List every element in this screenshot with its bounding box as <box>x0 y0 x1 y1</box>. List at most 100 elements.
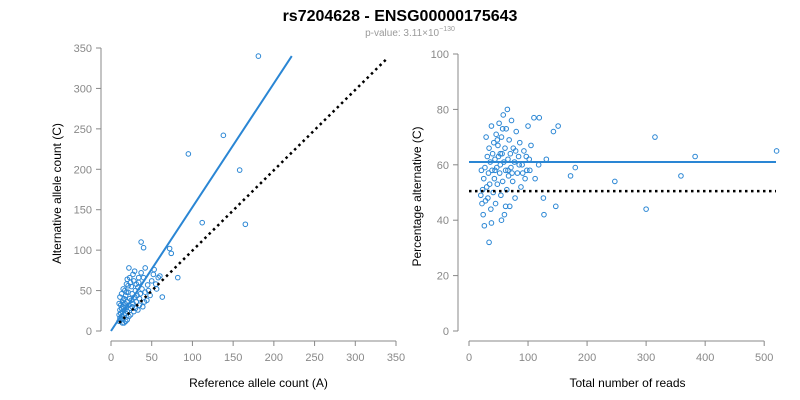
data-point <box>242 221 249 228</box>
data-point <box>220 132 227 139</box>
data-point <box>481 222 488 229</box>
data-point <box>535 162 542 168</box>
data-point <box>486 181 493 187</box>
data-point <box>486 239 492 246</box>
data-point <box>543 156 550 163</box>
y-tick-label: 200 <box>74 164 92 176</box>
data-point <box>484 153 491 160</box>
data-point <box>139 303 146 310</box>
y-tick-label: 0 <box>86 326 92 338</box>
data-point <box>140 244 147 251</box>
data-point <box>486 145 492 151</box>
data-point <box>491 175 498 182</box>
y-tick-label: 50 <box>80 286 92 298</box>
data-point <box>513 128 520 135</box>
y-tick-label: 350 <box>74 43 92 55</box>
data-point <box>536 114 543 121</box>
y-axis-title: Percentage alternative (C) <box>410 126 424 266</box>
data-point <box>255 53 262 59</box>
data-point <box>174 274 181 281</box>
data-point <box>532 175 538 182</box>
y-axis-title: Alternative allele count (C) <box>50 123 64 264</box>
chart-title: rs7204628 - ENSG00000175643 <box>283 8 518 25</box>
x-tick-label: 300 <box>637 352 655 364</box>
data-point <box>478 167 485 174</box>
data-point <box>773 148 780 154</box>
data-point <box>519 170 526 176</box>
x-tick-label: 400 <box>696 352 714 364</box>
data-point <box>494 137 501 143</box>
x-tick-label: 200 <box>578 352 596 364</box>
data-point <box>144 282 151 288</box>
data-point <box>507 150 514 157</box>
x-tick-label: 200 <box>265 352 283 364</box>
data-point <box>497 150 504 157</box>
data-point <box>505 167 511 174</box>
data-point <box>572 164 579 171</box>
data-point <box>166 245 173 252</box>
x-tick-label: 100 <box>183 352 201 364</box>
data-point <box>541 211 547 218</box>
data-point <box>120 297 127 304</box>
data-point <box>480 211 486 218</box>
data-point <box>518 184 524 190</box>
x-tick-label: 0 <box>466 352 472 364</box>
data-point <box>527 167 533 174</box>
data-point <box>521 148 527 154</box>
data-point <box>516 162 522 168</box>
data-point <box>488 123 495 129</box>
data-point <box>496 120 502 127</box>
data-point <box>133 281 140 287</box>
data-point <box>142 289 148 295</box>
data-point <box>155 274 162 281</box>
x-tick-label: 150 <box>224 352 242 364</box>
y-tick-label: 250 <box>74 124 92 136</box>
data-point <box>118 291 125 297</box>
data-point <box>483 134 489 140</box>
data-point <box>120 286 127 292</box>
data-point <box>567 173 574 179</box>
data-point <box>526 156 533 163</box>
y-tick-label: 80 <box>437 104 449 116</box>
x-tick-label: 0 <box>108 352 114 364</box>
data-point <box>138 269 144 276</box>
x-tick-label: 350 <box>387 352 405 364</box>
data-point <box>500 112 507 118</box>
fit-line <box>110 55 293 332</box>
data-point <box>524 167 530 174</box>
p-value-base: 10 <box>428 28 440 39</box>
data-point <box>142 265 148 271</box>
data-point <box>185 151 192 157</box>
y-tick-label: 300 <box>74 83 92 95</box>
data-point <box>502 167 509 174</box>
chart-subtitle: p-value: 3.11×10−130 <box>365 26 455 39</box>
data-point <box>494 181 501 187</box>
data-point <box>509 178 516 185</box>
data-point <box>488 220 495 226</box>
reference-dotted-line <box>118 56 389 324</box>
data-point <box>168 250 175 257</box>
data-point <box>612 178 618 185</box>
data-point <box>692 153 698 160</box>
data-point <box>493 131 499 138</box>
data-point <box>150 271 157 278</box>
data-point <box>552 203 559 210</box>
data-point <box>528 142 534 149</box>
data-point <box>502 203 509 210</box>
data-point <box>498 192 504 199</box>
data-point <box>123 289 130 295</box>
data-point <box>540 195 547 201</box>
data-point <box>514 170 521 176</box>
data-point <box>531 114 537 121</box>
data-point <box>145 287 152 294</box>
data-point <box>522 175 528 182</box>
data-point <box>483 184 490 190</box>
data-point <box>492 156 498 163</box>
data-point <box>116 300 122 307</box>
data-point <box>508 164 514 171</box>
data-point <box>508 117 515 124</box>
data-point <box>117 294 123 300</box>
data-point <box>127 279 134 286</box>
y-tick-label: 150 <box>74 205 92 217</box>
data-point <box>555 123 561 129</box>
